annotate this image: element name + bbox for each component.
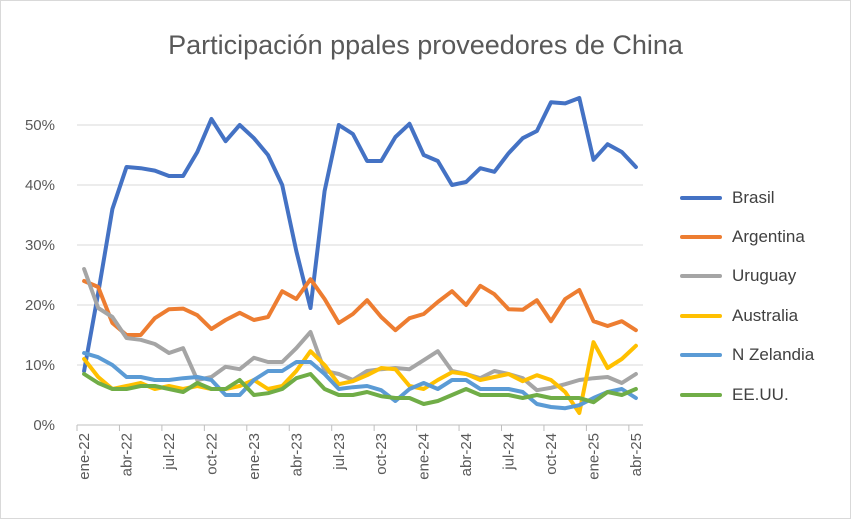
x-axis-tick-labels: ene-22 abr-22 jul-22 oct-22 ene-23 abr-23 jul-… [76, 433, 645, 480]
legend-label-n-zelandia: N Zelandia [732, 345, 815, 365]
legend-item-australia: Australia [680, 296, 845, 335]
x-tick-label: abr-23 [288, 433, 305, 476]
series-line-brasil [82, 96, 638, 373]
legend-label-brasil: Brasil [732, 187, 775, 207]
y-tick-label: 30% [25, 237, 55, 254]
legend-label-uruguay: Uruguay [732, 266, 797, 286]
legend-item-eeuu: EE.UU. [680, 375, 845, 414]
gridlines [77, 124, 643, 366]
legend-item-n-zelandia: N Zelandia [680, 336, 845, 375]
legend-swatch-uruguay [680, 274, 722, 279]
legend-swatch-eeuu [680, 392, 722, 397]
x-tick-label: ene-23 [246, 433, 263, 480]
x-tick-label: jul-24 [501, 433, 518, 471]
y-tick-label: 50% [25, 117, 55, 134]
x-tick-label: ene-22 [76, 433, 93, 480]
x-tick-label: ene-25 [585, 433, 602, 480]
series-line-australia [82, 340, 638, 415]
x-tick-label: oct-24 [543, 433, 560, 475]
x-tick-label: abr-24 [458, 433, 475, 476]
y-tick-label: 20% [25, 297, 55, 314]
legend-swatch-argentina [680, 235, 722, 240]
legend: Brasil Argentina Uruguay Australia N Zel… [680, 178, 845, 414]
legend-swatch-australia [680, 313, 722, 318]
legend-item-uruguay: Uruguay [680, 257, 845, 296]
x-tick-label: oct-23 [373, 433, 390, 475]
series-line-ee-uu [82, 372, 638, 406]
y-tick-label: 40% [25, 177, 55, 194]
chart-title: Participación ppales proveedores de Chin… [168, 30, 683, 60]
series-line-argentina [82, 277, 638, 337]
x-tick-label: oct-22 [203, 433, 220, 475]
x-tick-label: ene-24 [416, 433, 433, 480]
x-axis [76, 424, 643, 431]
x-tick-label: abr-22 [119, 433, 136, 476]
legend-item-brasil: Brasil [680, 178, 845, 217]
legend-label-australia: Australia [732, 305, 799, 325]
x-tick-label: jul-23 [331, 433, 348, 471]
legend-label-argentina: Argentina [732, 227, 805, 247]
series-lines [82, 96, 638, 415]
x-tick-label: abr-25 [628, 433, 645, 476]
legend-label-eeuu: EE.UU. [732, 384, 789, 404]
legend-swatch-brasil [680, 195, 722, 200]
series-line-uruguay [82, 267, 638, 393]
legend-item-argentina: Argentina [680, 217, 845, 256]
x-tick-label: jul-22 [161, 433, 178, 471]
y-axis-tick-labels: 0% 10% 20% 30% 40% 50% [25, 117, 55, 434]
series-line-n-zelandia [82, 351, 638, 411]
legend-swatch-n-zelandia [680, 353, 722, 358]
y-tick-label: 10% [25, 357, 55, 374]
y-tick-label: 0% [33, 417, 55, 434]
